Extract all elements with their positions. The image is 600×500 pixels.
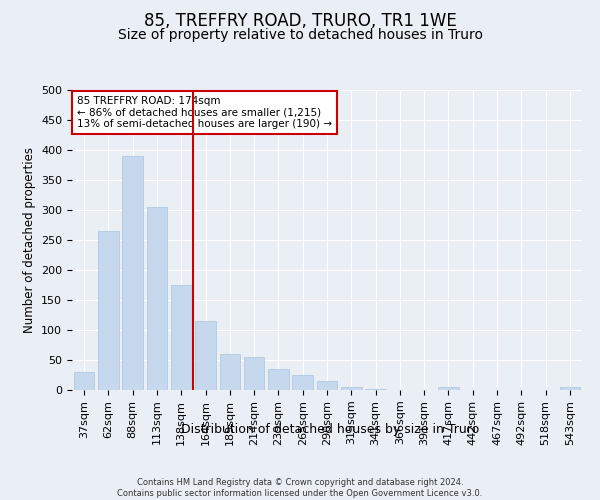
Bar [560,387,580,390]
Text: 85 TREFFRY ROAD: 174sqm
← 86% of detached houses are smaller (1,215)
13% of semi: 85 TREFFRY ROAD: 174sqm ← 86% of detache… [77,96,332,129]
Bar [341,387,362,390]
Bar [171,285,191,390]
Bar [146,207,167,390]
Text: Contains HM Land Registry data © Crown copyright and database right 2024.
Contai: Contains HM Land Registry data © Crown c… [118,478,482,498]
Bar [122,156,143,390]
Bar [74,372,94,390]
Text: Distribution of detached houses by size in Truro: Distribution of detached houses by size … [181,422,479,436]
Bar [268,369,289,390]
Bar [317,381,337,390]
Bar [244,357,265,390]
Bar [195,321,216,390]
Bar [220,354,240,390]
Y-axis label: Number of detached properties: Number of detached properties [23,147,35,333]
Text: 85, TREFFRY ROAD, TRURO, TR1 1WE: 85, TREFFRY ROAD, TRURO, TR1 1WE [143,12,457,30]
Text: Size of property relative to detached houses in Truro: Size of property relative to detached ho… [118,28,482,42]
Bar [438,387,459,390]
Bar [98,231,119,390]
Bar [292,375,313,390]
